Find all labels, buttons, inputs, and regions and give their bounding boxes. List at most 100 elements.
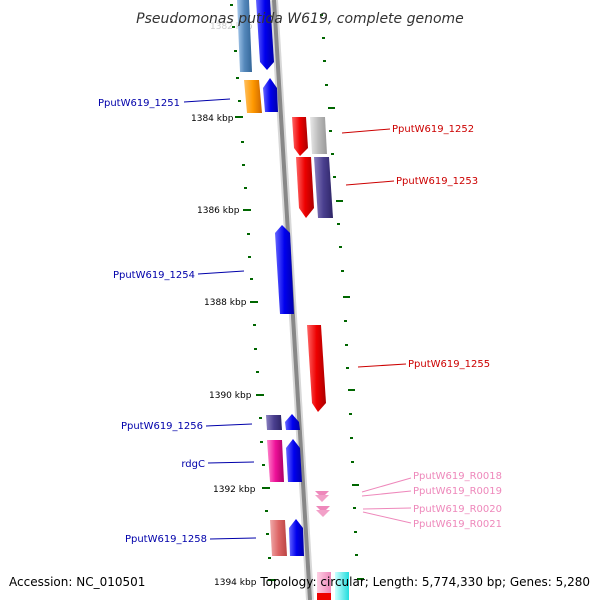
gene-block-1256-navy[interactable] [266,415,282,430]
gene-arrow-1258[interactable] [289,519,304,556]
tick-dot [230,4,233,6]
tick-dot [339,246,342,248]
tick-major [268,579,276,581]
tick-dot [341,270,344,272]
trna-chevron-r0018[interactable] [315,491,329,498]
gene-label-rdgc[interactable]: rdgC [181,459,205,470]
trna-chevron-r0019[interactable] [315,495,329,502]
tick-dot [320,14,323,16]
tick-dot [345,344,348,346]
connector-r0021 [362,511,412,524]
tick-dot [244,187,247,189]
gene-label-1252[interactable]: PputW619_1252 [392,124,474,135]
tick-dot [325,84,328,86]
tick-label: 1384 kbp [191,114,234,124]
tick-major [336,200,343,202]
connector-1252 [341,128,391,134]
accession-text: Accession: NC_010501 [9,575,145,589]
tick-major [348,389,355,391]
gene-label-r0021[interactable]: PputW619_R0021 [413,519,502,530]
gene-label-1258[interactable]: PputW619_1258 [125,534,207,545]
tick-dot [234,50,237,52]
tick-dot [256,371,259,373]
tick-major [235,116,243,118]
gene-label-1255[interactable]: PputW619_1255 [408,359,490,370]
gene-block-1253-navy[interactable] [314,157,333,218]
tick-dot [331,153,334,155]
tick-dot [333,176,336,178]
gene-block-steel[interactable] [237,0,252,72]
tick-dot [250,278,253,280]
tick-dot [247,233,250,235]
tick-dot [241,141,244,143]
tick-dot [248,256,251,258]
tick-dot [337,223,340,225]
connector-r0018 [361,477,412,493]
tick-dot [236,77,239,79]
gene-arrow-blue[interactable] [256,0,274,70]
tick-dot [322,37,325,39]
gene-label-1253[interactable]: PputW619_1253 [396,176,478,187]
trna-chevron-r0020[interactable] [316,506,330,513]
trna-chevron-r0021[interactable] [316,510,330,517]
gene-block-1252-grey[interactable] [310,117,327,154]
tick-major [250,301,258,303]
tick-dot [329,130,332,132]
gene-block-1258-salmon[interactable] [270,520,287,556]
connector-r0019 [361,490,412,497]
tick-dot [253,324,256,326]
tick-label: 1388 kbp [204,298,247,308]
gene-arrow-1253-red[interactable] [296,157,314,218]
gene-arrow-1254[interactable] [275,225,294,314]
gene-arrow-1252-red[interactable] [292,117,308,156]
gene-label-1251[interactable]: PputW619_1251 [98,98,180,109]
tick-label-faint: 1382 kbp [210,22,253,32]
gene-block-orange[interactable] [244,80,262,113]
tick-dot [351,461,354,463]
tick-dot [254,348,257,350]
connector-1253 [345,180,395,186]
tick-dot [265,510,268,512]
gene-block-cyan-bottom[interactable] [335,572,349,600]
connector-r0020 [362,507,412,510]
tick-dot [242,164,245,166]
gene-label-r0020[interactable]: PputW619_R0020 [413,504,502,515]
tick-dot [259,417,262,419]
tick-major [352,484,359,486]
tick-dot [268,557,271,559]
connector-1255 [357,363,407,368]
tick-dot [355,554,358,556]
topology-text: Topology: circular; Length: 5,774,330 bp… [259,575,590,589]
gene-arrow-1255[interactable] [307,325,326,412]
map-title: Pseudomonas putida W619, complete genome [136,11,464,27]
tick-marks-left [230,4,276,581]
tick-label: 1386 kbp [197,206,240,216]
connector-1254 [197,270,245,275]
tick-dot [350,437,353,439]
tick-dot [238,100,241,102]
tick-major [243,209,251,211]
tick-dot [232,26,235,28]
tick-dot [353,507,356,509]
tick-dot [323,60,326,62]
tick-dot [349,413,352,415]
tick-major [328,107,335,109]
connector-1256 [205,423,253,427]
tick-dot [260,441,263,443]
gene-arrow-1251[interactable] [263,78,278,112]
tick-dot [354,531,357,533]
gene-label-r0018[interactable]: PputW619_R0018 [413,471,502,482]
gene-block-red-bottom[interactable] [317,593,331,600]
gene-label-r0019[interactable]: PputW619_R0019 [413,486,502,497]
tick-dot [262,464,265,466]
tick-label: 1392 kbp [213,485,256,495]
tick-label: 1394 kbp [214,578,257,588]
connector-1258 [209,537,257,540]
gene-arrow-1256[interactable] [285,414,300,430]
gene-label-1254[interactable]: PputW619_1254 [113,270,195,281]
tick-marks-right [320,14,364,580]
gene-block-rdgc-magenta[interactable] [267,440,284,482]
gene-arrow-rdgc[interactable] [286,439,302,482]
gene-label-1256[interactable]: PputW619_1256 [121,421,203,432]
